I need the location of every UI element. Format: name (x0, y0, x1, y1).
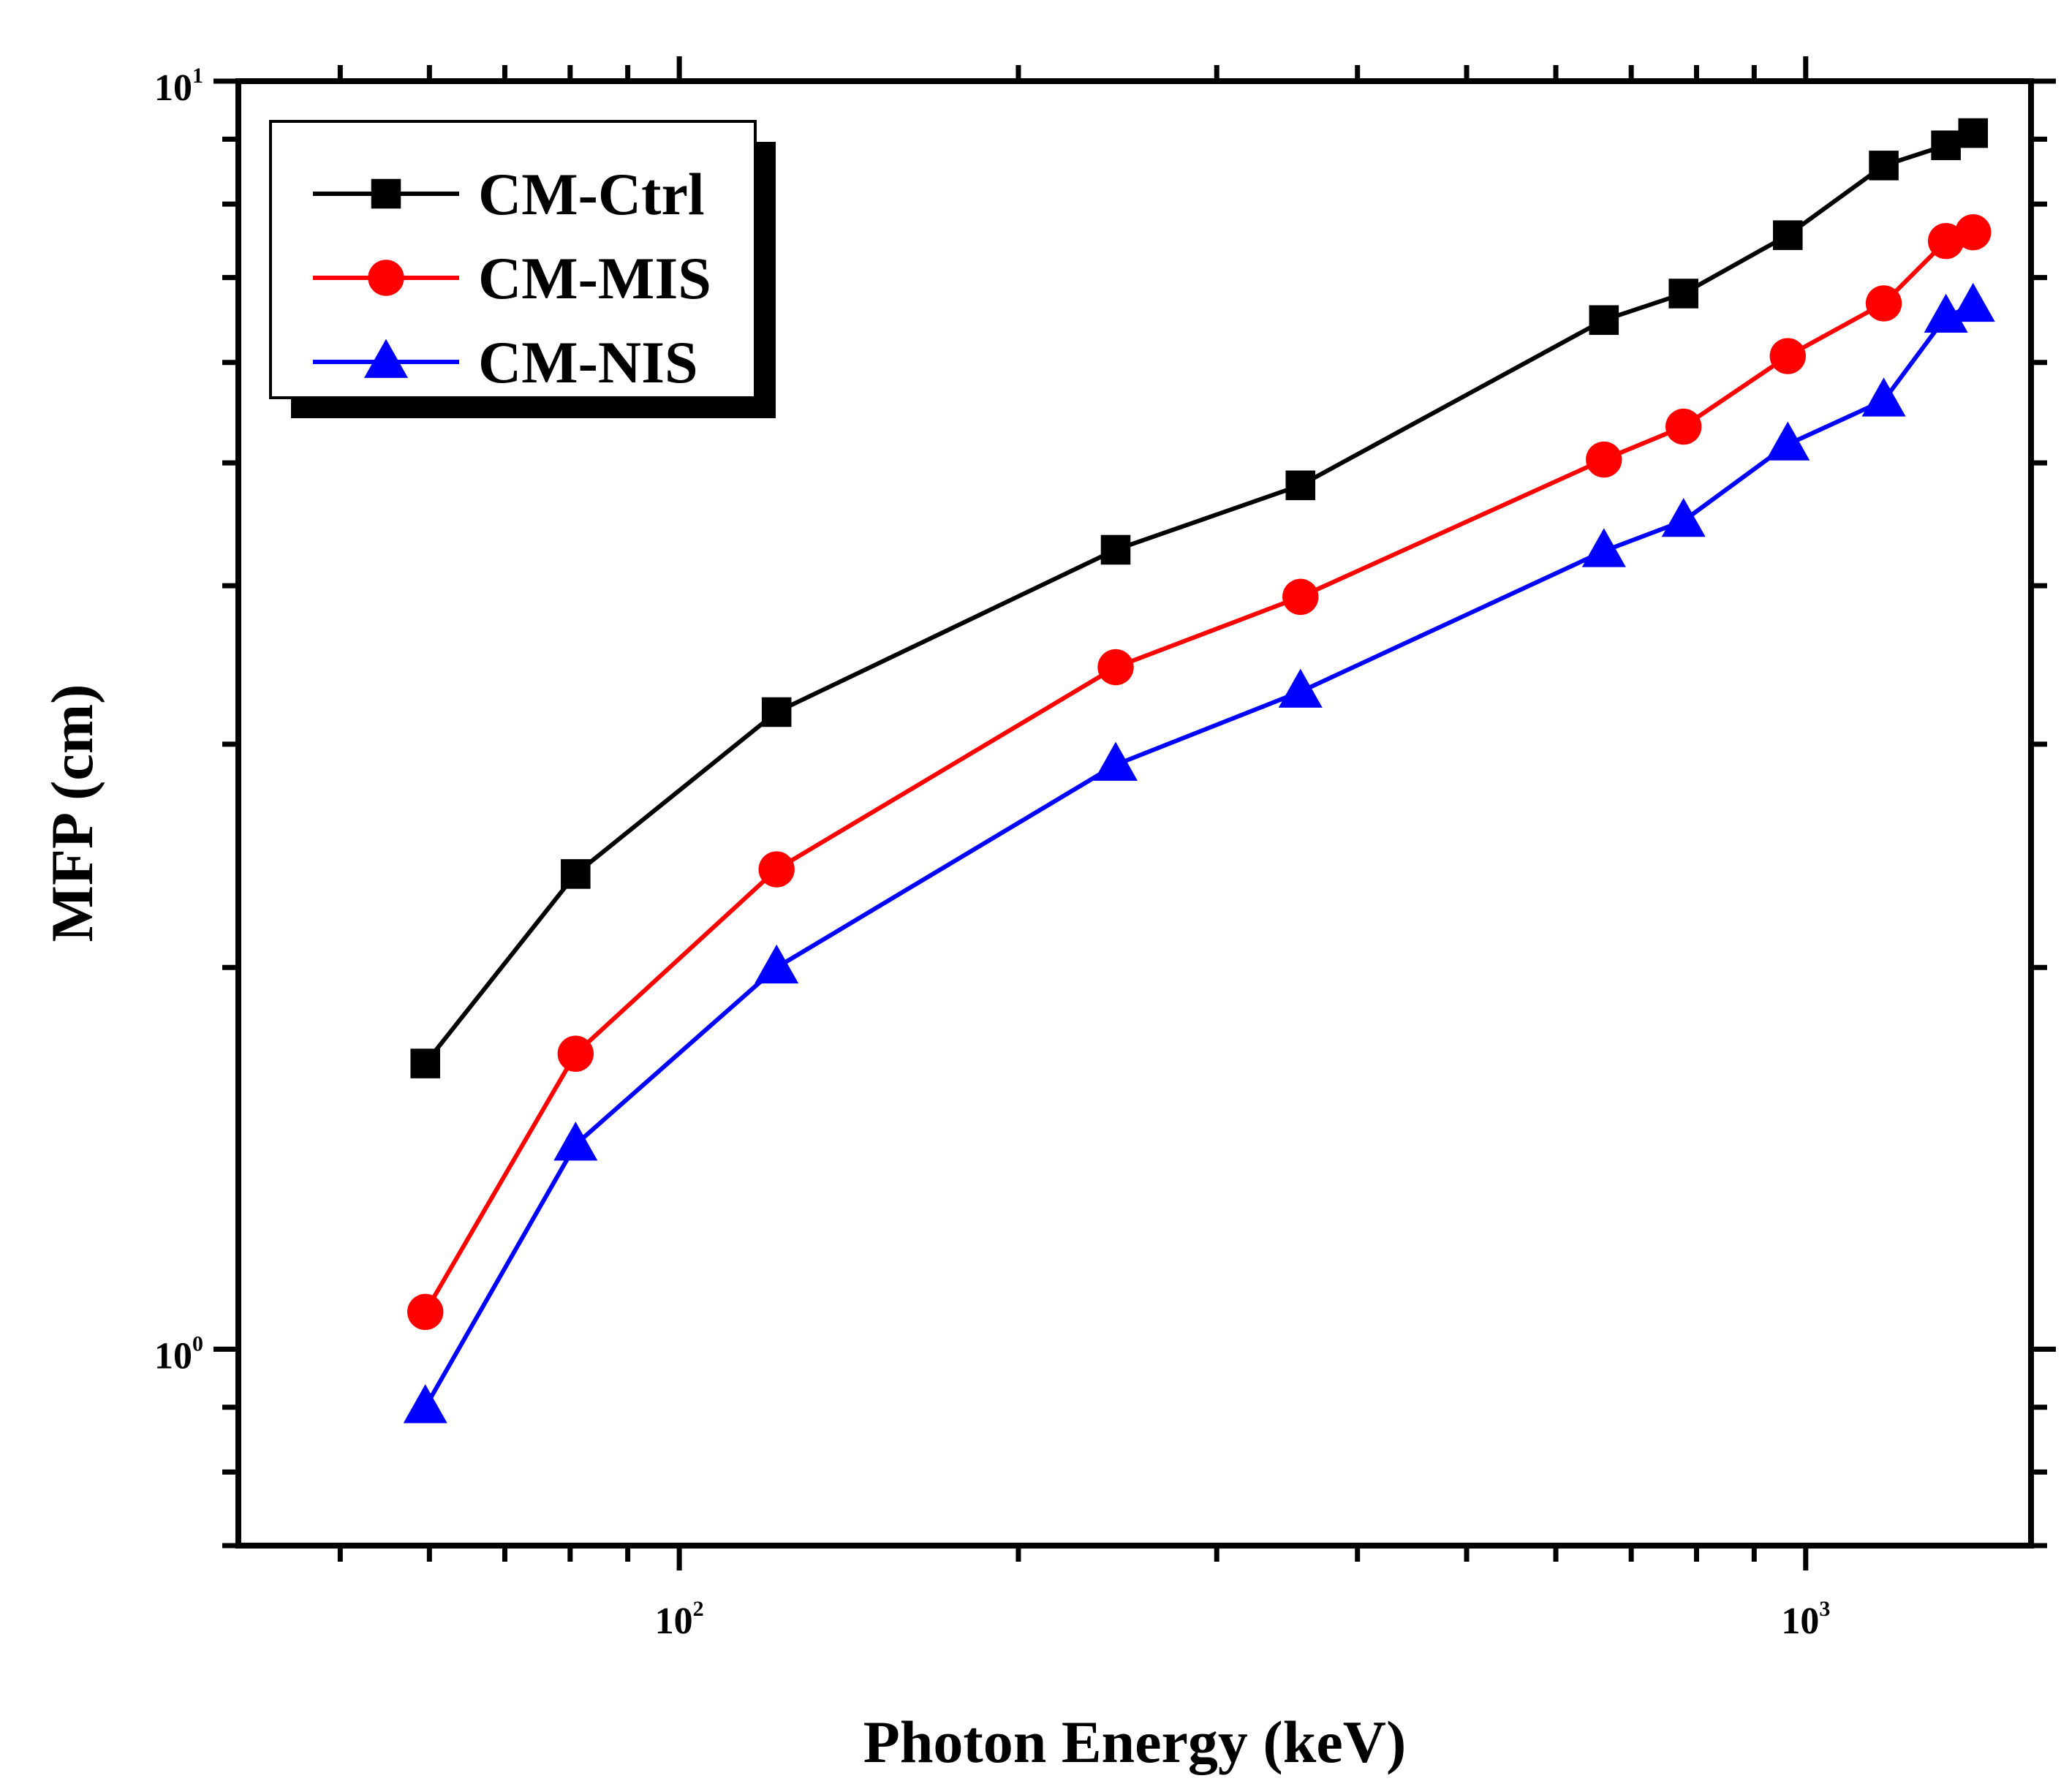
data-point-cm-nis (1766, 421, 1810, 461)
data-point-cm-nis (1951, 282, 1995, 322)
data-point-cm-mis (1586, 441, 1622, 478)
y-axis-label: MFP (cm) (39, 684, 105, 942)
data-point-cm-nis (1581, 528, 1626, 567)
legend-item-cm-ctrl: CM-Ctrl (313, 161, 705, 227)
data-point-cm-nis (1661, 498, 1706, 537)
legend-label-cm-ctrl: CM-Ctrl (478, 161, 705, 227)
data-point-cm-nis (1861, 377, 1906, 417)
series-layer (403, 118, 1995, 1424)
legend-item-cm-nis: CM-NIS (313, 329, 698, 396)
data-point-cm-mis (1927, 222, 1964, 260)
data-point-cm-mis (1097, 649, 1134, 686)
data-point-cm-ctrl (1773, 220, 1803, 250)
data-point-cm-mis (1865, 285, 1902, 322)
data-point-cm-ctrl (1100, 534, 1131, 565)
data-point-cm-nis (1924, 293, 1968, 333)
data-point-cm-nis (553, 1122, 598, 1161)
data-point-cm-nis (1093, 741, 1138, 781)
data-point-cm-ctrl (1931, 130, 1961, 161)
legend-marker-cm-nis (363, 339, 409, 378)
data-point-cm-ctrl (1668, 279, 1698, 309)
data-point-cm-mis (407, 1293, 444, 1331)
series-cm-mis (407, 214, 1992, 1331)
data-point-cm-ctrl (410, 1048, 441, 1078)
data-point-cm-mis (1282, 578, 1319, 616)
series-cm-ctrl (410, 118, 1989, 1078)
data-point-cm-mis (1665, 408, 1702, 445)
y-tick-label: 100 (154, 1331, 203, 1377)
data-point-cm-ctrl (1285, 470, 1316, 501)
legend-items: CM-Ctrl CM-MIS CM-NIS (313, 161, 711, 396)
data-point-cm-ctrl (1869, 151, 1899, 181)
x-axis-label: Photon Energy (keV) (863, 1709, 1407, 1775)
data-point-cm-mis (758, 851, 795, 888)
plot-frame (235, 78, 2034, 1549)
legend: CM-Ctrl CM-MIS CM-NIS (269, 120, 776, 418)
data-point-cm-mis (1769, 338, 1806, 374)
data-point-cm-ctrl (761, 697, 792, 727)
data-point-cm-nis (1278, 668, 1323, 708)
legend-box (269, 120, 757, 399)
legend-label-cm-mis: CM-MIS (478, 245, 711, 311)
data-point-cm-mis (557, 1035, 594, 1072)
legend-label-cm-nis: CM-NIS (478, 329, 698, 396)
legend-marker-cm-mis (368, 260, 404, 296)
data-point-cm-ctrl (1589, 305, 1619, 336)
x-tick-label: 102 (655, 1597, 704, 1642)
series-cm-nis (403, 282, 1995, 1424)
data-point-cm-mis (1955, 214, 1992, 251)
data-point-cm-ctrl (561, 859, 591, 889)
y-tick-label: 101 (154, 64, 203, 109)
legend-marker-cm-ctrl (371, 178, 401, 209)
data-point-cm-ctrl (1958, 118, 1989, 148)
data-point-cm-nis (755, 944, 799, 984)
data-point-cm-nis (403, 1384, 447, 1424)
x-tick-label: 103 (1781, 1597, 1830, 1642)
legend-item-cm-mis: CM-MIS (313, 245, 711, 311)
